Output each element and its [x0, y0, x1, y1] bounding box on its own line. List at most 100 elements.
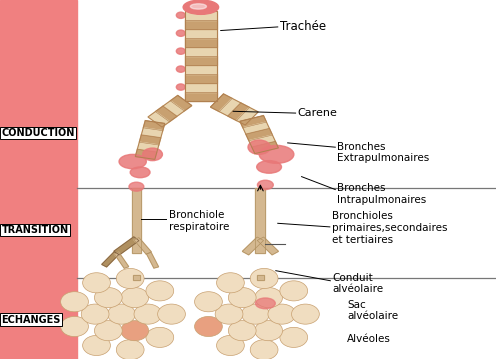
- Bar: [185, 38, 217, 47]
- Polygon shape: [155, 106, 177, 122]
- Ellipse shape: [177, 12, 186, 18]
- Bar: [133, 275, 140, 280]
- Text: Bronches
Extrapulmonaires: Bronches Extrapulmonaires: [337, 142, 430, 163]
- Bar: [185, 74, 217, 83]
- Circle shape: [250, 269, 278, 289]
- Bar: [185, 11, 217, 20]
- Bar: [185, 29, 217, 38]
- Text: Carene: Carene: [298, 108, 337, 118]
- Circle shape: [194, 316, 222, 336]
- Polygon shape: [219, 98, 241, 116]
- Bar: [185, 56, 217, 65]
- Polygon shape: [139, 135, 161, 145]
- Circle shape: [117, 340, 144, 359]
- Polygon shape: [240, 116, 266, 128]
- Circle shape: [61, 316, 88, 336]
- Circle shape: [108, 304, 135, 324]
- Text: TRANSITION: TRANSITION: [1, 225, 68, 235]
- Ellipse shape: [190, 4, 206, 9]
- Ellipse shape: [177, 84, 186, 90]
- Polygon shape: [243, 122, 269, 134]
- Bar: [257, 275, 264, 280]
- Circle shape: [117, 269, 144, 289]
- Circle shape: [217, 335, 245, 355]
- Circle shape: [83, 273, 111, 293]
- Circle shape: [280, 281, 308, 301]
- Ellipse shape: [257, 180, 273, 190]
- Text: Bronchioles
primaires,secondaires
et tertiaires: Bronchioles primaires,secondaires et ter…: [332, 211, 448, 244]
- Polygon shape: [114, 237, 139, 255]
- Circle shape: [280, 327, 308, 348]
- Circle shape: [121, 288, 149, 308]
- Polygon shape: [134, 238, 151, 254]
- Ellipse shape: [183, 0, 219, 14]
- Text: Sac
alvéolaire: Sac alvéolaire: [347, 300, 398, 321]
- Polygon shape: [210, 94, 232, 112]
- Ellipse shape: [257, 161, 282, 173]
- Bar: [185, 47, 217, 56]
- Text: CONDUCTION: CONDUCTION: [1, 128, 75, 138]
- Circle shape: [158, 304, 186, 324]
- Bar: [0, 0, 77, 359]
- Circle shape: [255, 321, 283, 341]
- Polygon shape: [246, 129, 272, 141]
- Polygon shape: [163, 101, 185, 116]
- Bar: [255, 188, 265, 253]
- Circle shape: [242, 304, 269, 324]
- Polygon shape: [141, 128, 163, 138]
- Polygon shape: [102, 252, 119, 267]
- Ellipse shape: [259, 145, 294, 163]
- Ellipse shape: [177, 66, 186, 72]
- Circle shape: [146, 281, 174, 301]
- Ellipse shape: [248, 140, 270, 154]
- Bar: [132, 188, 141, 253]
- Ellipse shape: [119, 154, 146, 169]
- Polygon shape: [143, 121, 165, 131]
- Ellipse shape: [255, 298, 275, 309]
- Circle shape: [194, 292, 222, 312]
- Circle shape: [94, 321, 122, 341]
- Polygon shape: [237, 107, 258, 125]
- Circle shape: [228, 288, 256, 308]
- Polygon shape: [228, 103, 249, 121]
- Circle shape: [146, 327, 174, 348]
- Text: Trachée: Trachée: [280, 20, 326, 33]
- Circle shape: [134, 304, 162, 324]
- Ellipse shape: [130, 167, 150, 178]
- Circle shape: [215, 304, 243, 324]
- Bar: [257, 275, 264, 280]
- Circle shape: [61, 292, 88, 312]
- Circle shape: [255, 288, 283, 308]
- Polygon shape: [243, 237, 263, 255]
- Ellipse shape: [177, 48, 186, 54]
- Circle shape: [228, 321, 256, 341]
- Ellipse shape: [177, 30, 186, 36]
- Bar: [132, 188, 141, 253]
- Bar: [185, 11, 217, 101]
- Text: Alvéoles: Alvéoles: [347, 334, 391, 344]
- Ellipse shape: [129, 182, 144, 191]
- Polygon shape: [257, 237, 278, 255]
- Polygon shape: [137, 142, 159, 152]
- Ellipse shape: [143, 148, 163, 161]
- Polygon shape: [170, 95, 192, 111]
- Text: ECHANGES: ECHANGES: [1, 314, 61, 325]
- Circle shape: [83, 335, 111, 355]
- Bar: [185, 20, 217, 29]
- Circle shape: [268, 304, 296, 324]
- Text: Bronches
Intrapulmonaires: Bronches Intrapulmonaires: [337, 183, 427, 205]
- Bar: [185, 83, 217, 92]
- Circle shape: [121, 321, 149, 341]
- Text: Bronchiole
respiratoire: Bronchiole respiratoire: [169, 210, 229, 232]
- Circle shape: [94, 288, 122, 308]
- Circle shape: [81, 304, 109, 324]
- Circle shape: [292, 304, 319, 324]
- Circle shape: [217, 273, 245, 293]
- Polygon shape: [115, 252, 128, 268]
- Bar: [185, 92, 217, 101]
- Polygon shape: [135, 149, 157, 159]
- Polygon shape: [146, 252, 159, 268]
- Circle shape: [250, 340, 278, 359]
- Polygon shape: [148, 112, 170, 127]
- Bar: [185, 65, 217, 74]
